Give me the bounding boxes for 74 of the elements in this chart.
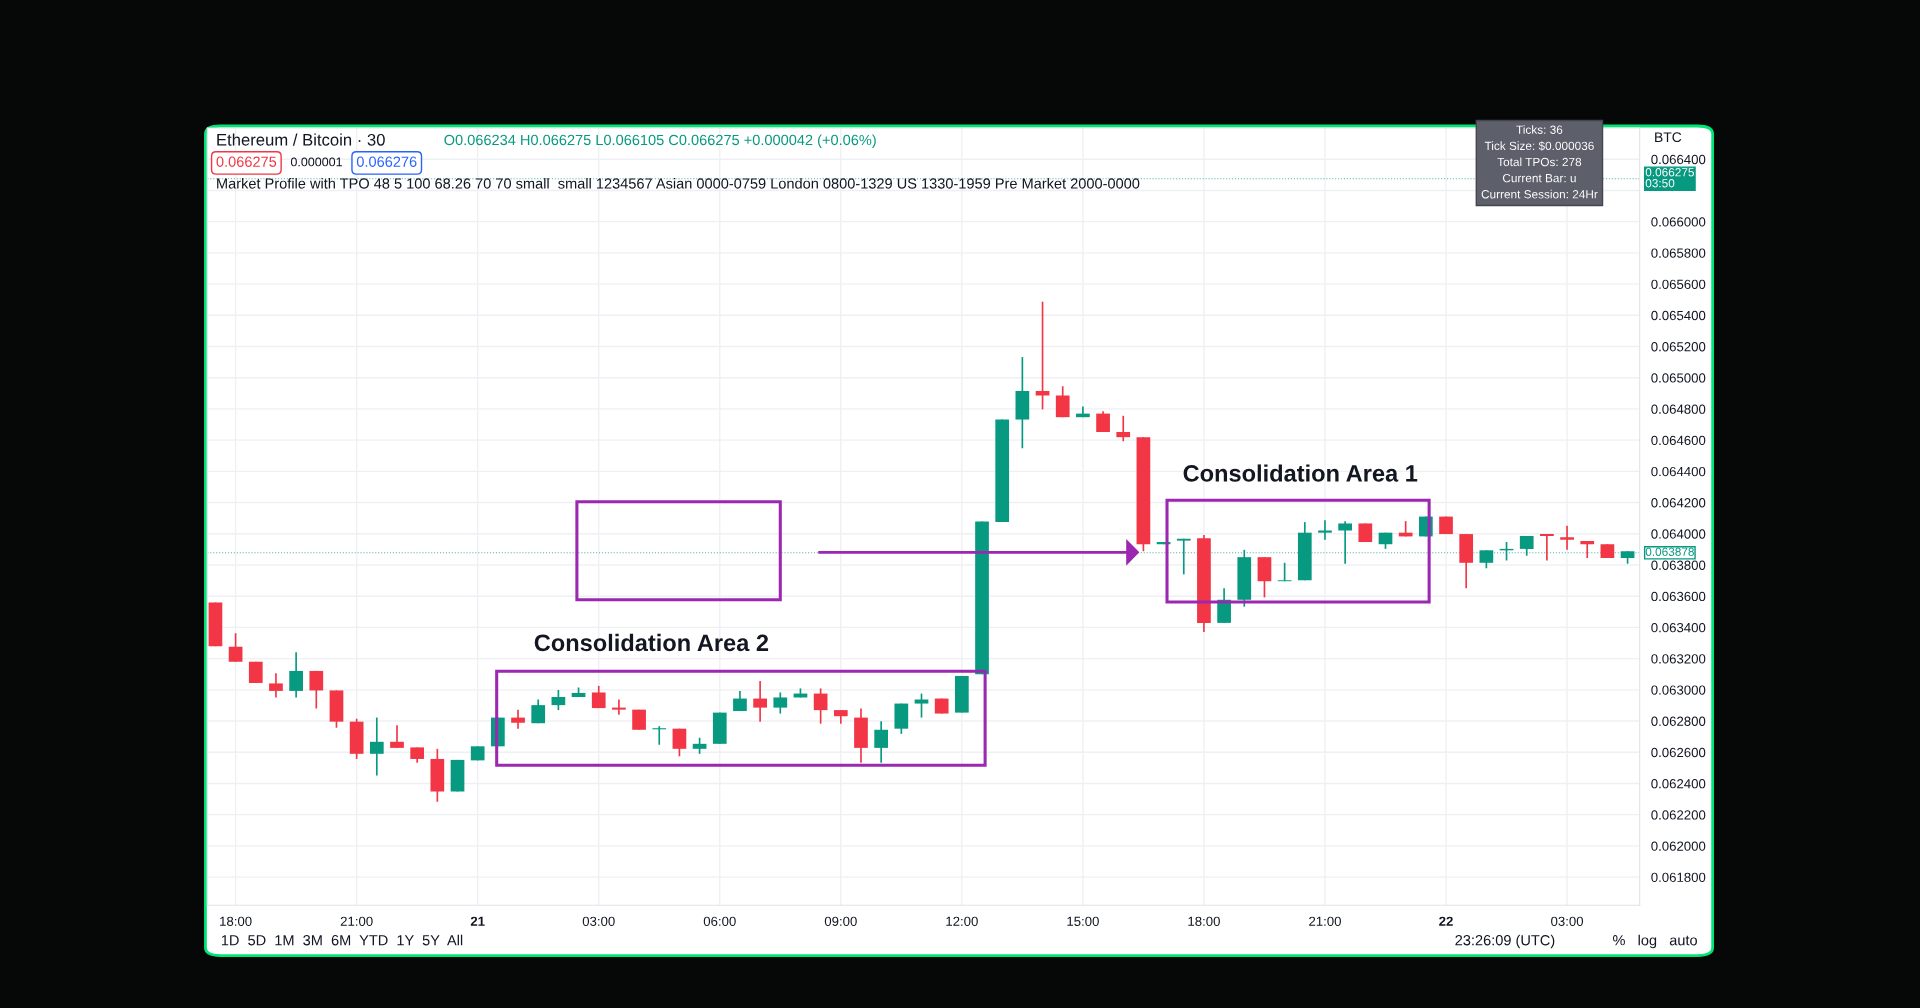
annotation: Ethereum / Bitcoin · 30 [217, 133, 385, 146]
y-tick-label: 0.063400 [1651, 622, 1706, 633]
y-tick-label: 0.065400 [1651, 310, 1706, 321]
y-tick-label: 0.062600 [1651, 747, 1706, 758]
x-tick-label: 21:00 [340, 916, 373, 926]
text: 1D 5D 1M 3M 6M YTD 1Y 5Y All [221, 934, 463, 946]
candlestick [390, 724, 404, 749]
y-tick-label: 0.065200 [1651, 342, 1706, 352]
x-tick-label: 03:00 [582, 916, 615, 926]
candlestick [309, 670, 324, 710]
candlestick [612, 698, 626, 716]
ref-line-label: 0.066275 03:50 [1645, 168, 1694, 188]
candlestick [1318, 519, 1332, 541]
x-tick-label: 09:00 [824, 916, 857, 926]
x-tick-label: 22 [1439, 916, 1453, 926]
y-tick-label: 0.064600 [1651, 435, 1706, 446]
annotation: 0.066275 [216, 156, 277, 167]
y-tick-label: 0.065600 [1651, 279, 1706, 289]
y-tick-label: 0.065000 [1651, 373, 1706, 383]
y-tick-label: 0.062000 [1651, 841, 1706, 851]
candlestick [269, 672, 283, 699]
y-tick-label: 0.062800 [1651, 716, 1706, 726]
annotation: Consolidation Area 1 [1183, 464, 1418, 482]
candlestick [753, 680, 767, 723]
candlestick [914, 692, 929, 719]
y-tick-label: 0.064400 [1651, 466, 1706, 477]
x-tick-label: 03:00 [1551, 916, 1584, 926]
y-tick-label: 0.066400 [1651, 154, 1706, 165]
y-tick-label: 0.063200 [1651, 654, 1706, 664]
candlestick [1176, 537, 1191, 576]
x-tick-label: 12:00 [946, 916, 978, 926]
x-tick-label: 18:00 [1188, 916, 1220, 926]
candlestick [511, 708, 525, 730]
y-tick-label: 0.063600 [1651, 591, 1706, 602]
y-tick-label: 0.064000 [1651, 529, 1706, 539]
candlestick [652, 725, 667, 746]
candlestick [1580, 540, 1595, 559]
y-tick-label: 0.063800 [1651, 560, 1706, 570]
candlestick [773, 691, 788, 715]
text: 23:26:09 (UTC) [1455, 934, 1555, 949]
y-tick-label: 0.062200 [1651, 810, 1706, 820]
y-axis-title: BTC [1655, 132, 1682, 143]
annotation: Market Profile with TPO 48 5 100 68.26 70 70 small small 1234567 Asian 0000-0759 London 0800-1329 US 1330-1959 Pre Market 2000-0000 [217, 177, 1140, 189]
x-tick-label: 18:00 [220, 916, 252, 926]
y-tick-label: 0.064800 [1651, 404, 1706, 414]
x-tick-label: 15:00 [1067, 916, 1099, 926]
candlestick [289, 651, 303, 699]
annotation: 0.000001 [290, 157, 342, 167]
text: % log auto [1613, 934, 1697, 949]
candlestick [228, 632, 243, 663]
candlestick [1277, 561, 1292, 583]
candlestick [1540, 533, 1554, 562]
y-tick-label: 0.062400 [1651, 779, 1706, 789]
x-tick-label: 21:00 [1309, 916, 1341, 926]
ref-line-label: 0.063878 [1645, 547, 1694, 556]
x-tick-label: 21 [470, 916, 485, 926]
y-tick-label: 0.066000 [1651, 217, 1706, 227]
annotation: Ticks: 36 Tick Size: $0.000036 Total TPOs: 278 Current Bar: u Current Session: 24Hr [1481, 125, 1598, 199]
candlestick [672, 727, 687, 758]
candlestick [874, 720, 889, 764]
candlestick [1116, 414, 1131, 443]
annotation: Consolidation Area 2 [534, 633, 769, 652]
y-tick-label: 0.065800 [1651, 248, 1706, 258]
annotation: O0.066234 H0.066275 L0.066105 C0.066275 +0.000042 (+0.06%) [444, 134, 876, 149]
y-tick-label: 0.061800 [1651, 872, 1706, 882]
x-tick-label: 06:00 [703, 916, 736, 926]
candlestick [551, 689, 566, 711]
y-tick-label: 0.063000 [1651, 685, 1706, 695]
y-tick-label: 0.064200 [1651, 498, 1706, 508]
candlestick [1055, 385, 1070, 419]
candlestick [1560, 524, 1574, 551]
annotation: 0.066276 [356, 156, 417, 167]
candlestick [369, 716, 384, 777]
candlestick [813, 687, 828, 725]
